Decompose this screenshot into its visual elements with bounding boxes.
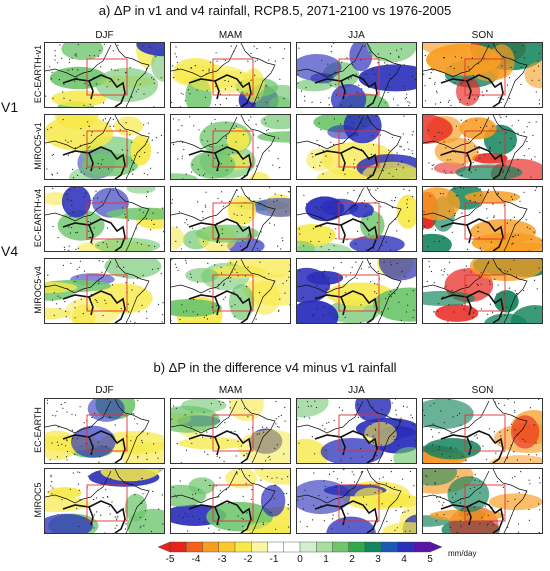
b-row-label-ec-earth: EC-EARTH bbox=[33, 407, 43, 453]
map-svg bbox=[171, 43, 290, 107]
colorbar bbox=[155, 540, 445, 558]
map-svg bbox=[45, 469, 164, 533]
map-svg bbox=[45, 187, 164, 251]
colorbar-tick-label: 0 bbox=[297, 554, 303, 565]
colorbar-segment bbox=[218, 541, 236, 553]
b-map-miroc5-jja bbox=[296, 468, 417, 534]
map-svg bbox=[45, 115, 163, 179]
a-map-ec-earth-v1-djf bbox=[44, 42, 165, 108]
colorbar-units: mm/day bbox=[448, 549, 477, 558]
section-a-title: a) ΔP in v1 and v4 rainfall, RCP8.5, 207… bbox=[98, 3, 452, 18]
a-map-ec-earth-v1-mam bbox=[170, 42, 291, 108]
b-map-ec-earth-son bbox=[422, 398, 543, 464]
map-svg bbox=[171, 187, 290, 251]
a-map-miroc5-v1-son bbox=[422, 114, 543, 180]
colorbar-tick-label: -4 bbox=[191, 554, 201, 565]
colorbar-segment bbox=[267, 541, 284, 553]
colorbar-segment bbox=[348, 541, 366, 553]
map-svg bbox=[297, 187, 416, 251]
b-col-header-djf: DJF bbox=[95, 385, 114, 396]
colorbar-tick-label: 4 bbox=[401, 554, 407, 565]
a-row-label-ec-earth-v1: EC-EARTH-v1 bbox=[33, 44, 43, 104]
a-map-miroc5-v4-jja bbox=[296, 258, 417, 324]
map-svg bbox=[423, 43, 542, 107]
colorbar-segment bbox=[186, 541, 203, 553]
map-svg bbox=[423, 399, 542, 463]
colorbar-segment bbox=[299, 541, 317, 553]
map-svg bbox=[423, 469, 542, 533]
colorbar-tick-label: 5 bbox=[427, 554, 433, 565]
b-map-ec-earth-djf bbox=[44, 398, 165, 464]
b-col-header-mam: MAM bbox=[218, 385, 243, 396]
map-svg bbox=[45, 43, 164, 107]
colorbar-tick-label: 2 bbox=[349, 554, 355, 565]
a-map-miroc5-v4-son bbox=[422, 258, 543, 324]
b-map-ec-earth-jja bbox=[296, 398, 417, 464]
a-col-header-son: SON bbox=[471, 30, 494, 41]
map-svg bbox=[171, 469, 290, 533]
a-map-miroc5-v1-mam bbox=[170, 114, 291, 180]
colorbar-segment bbox=[234, 541, 252, 553]
a-row-label-miroc5-v4: MIROC5-v4 bbox=[33, 266, 43, 314]
a-map-miroc5-v4-mam bbox=[170, 258, 291, 324]
map-svg bbox=[171, 115, 290, 179]
a-map-ec-earth-v4-djf bbox=[44, 186, 165, 252]
a-map-ec-earth-v4-son bbox=[422, 186, 543, 252]
colorbar-segment bbox=[169, 541, 187, 553]
colorbar-high-arrow bbox=[429, 541, 443, 553]
section-b-title: b) ΔP in the difference v4 minus v1 rain… bbox=[153, 360, 397, 375]
colorbar-segment bbox=[381, 541, 398, 553]
colorbar-segment bbox=[202, 541, 219, 553]
map-svg bbox=[45, 399, 164, 463]
a-map-miroc5-v4-djf bbox=[44, 258, 165, 324]
group-label-v4: V4 bbox=[1, 243, 19, 259]
map-svg bbox=[297, 399, 416, 463]
colorbar-segment bbox=[332, 541, 349, 553]
a-map-ec-earth-v4-jja bbox=[296, 186, 417, 252]
map-svg bbox=[423, 259, 542, 323]
b-col-header-son: SON bbox=[471, 385, 494, 396]
a-map-ec-earth-v1-son bbox=[422, 42, 543, 108]
map-svg bbox=[297, 115, 416, 179]
a-map-ec-earth-v1-jja bbox=[296, 42, 417, 108]
b-map-miroc5-son bbox=[422, 468, 543, 534]
map-svg bbox=[297, 259, 416, 323]
map-svg bbox=[297, 43, 416, 107]
b-col-header-jja: JJA bbox=[348, 385, 365, 396]
b-map-ec-earth-mam bbox=[170, 398, 291, 464]
map-svg bbox=[297, 469, 416, 533]
colorbar-tick-label: -3 bbox=[217, 554, 227, 565]
a-map-miroc5-v1-djf bbox=[44, 114, 165, 180]
map-svg bbox=[423, 115, 542, 179]
a-map-miroc5-v1-jja bbox=[296, 114, 417, 180]
a-col-header-djf: DJF bbox=[95, 30, 114, 41]
colorbar-svg bbox=[157, 541, 443, 553]
colorbar-tick-label: 3 bbox=[375, 554, 381, 565]
a-map-ec-earth-v4-mam bbox=[170, 186, 291, 252]
colorbar-tick-label: -2 bbox=[243, 554, 253, 565]
a-row-label-miroc5-v1: MIROC5-v1 bbox=[33, 122, 43, 170]
colorbar-segment bbox=[251, 541, 268, 553]
a-col-header-jja: JJA bbox=[348, 30, 365, 41]
colorbar-segment bbox=[316, 541, 333, 553]
map-svg bbox=[423, 187, 542, 251]
b-map-miroc5-mam bbox=[170, 468, 291, 534]
colorbar-tick-label: -1 bbox=[269, 554, 279, 565]
b-row-label-miroc5: MIROC5 bbox=[33, 482, 43, 518]
a-col-header-mam: MAM bbox=[218, 30, 243, 41]
colorbar-segment bbox=[397, 541, 414, 553]
colorbar-tick-label: -5 bbox=[165, 554, 175, 565]
group-label-v1: V1 bbox=[1, 99, 19, 115]
colorbar-low-arrow bbox=[157, 541, 171, 553]
a-row-label-ec-earth-v4: EC-EARTH-v4 bbox=[33, 188, 43, 248]
map-svg bbox=[171, 259, 290, 323]
colorbar-tick-label: 1 bbox=[323, 554, 329, 565]
colorbar-segment bbox=[413, 541, 431, 553]
map-svg bbox=[171, 399, 290, 463]
colorbar-segment bbox=[364, 541, 382, 553]
b-map-miroc5-djf bbox=[44, 468, 165, 534]
map-svg bbox=[45, 259, 164, 323]
colorbar-segment bbox=[283, 541, 301, 553]
